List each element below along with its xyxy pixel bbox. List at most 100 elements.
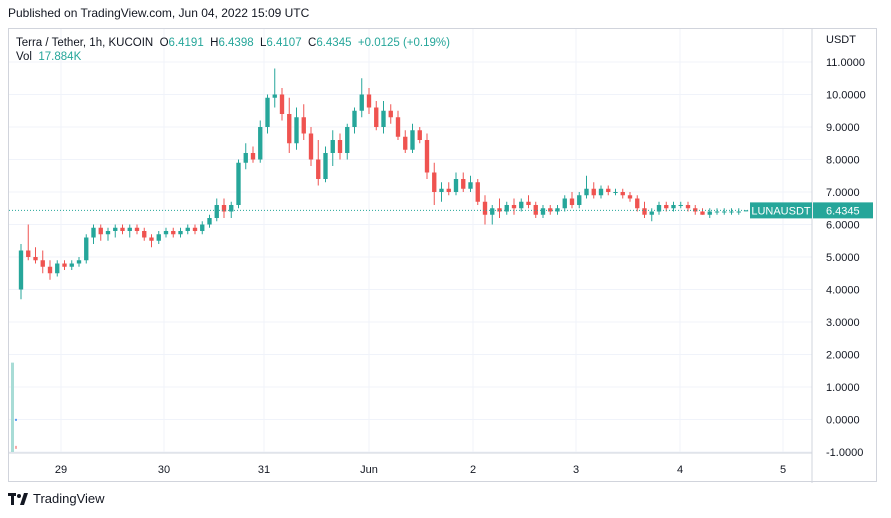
- candle-body: [221, 205, 227, 212]
- candle-body: [91, 227, 96, 238]
- y-tick-label: -1.0000: [826, 447, 863, 459]
- candle-body: [395, 117, 401, 137]
- candle-body: [714, 211, 720, 213]
- candle-body: [453, 179, 459, 192]
- candle-body: [678, 205, 683, 206]
- currency-label: USDT: [826, 34, 856, 46]
- candle-body: [287, 114, 292, 144]
- candle-body: [69, 263, 74, 267]
- x-tick-label: 30: [158, 464, 170, 476]
- legend-symbol[interactable]: Terra / Tether, 1h, KUCOIN: [16, 37, 154, 49]
- candle-body: [490, 208, 495, 215]
- y-tick-label: 6.0000: [826, 220, 860, 232]
- candle-body: [540, 208, 546, 215]
- candle-body: [26, 250, 31, 257]
- y-tick-label: 7.0000: [826, 187, 860, 199]
- candle-body: [635, 198, 640, 209]
- candle-body: [511, 205, 517, 209]
- candle-body: [722, 211, 727, 213]
- brand-name[interactable]: TradingView: [33, 491, 105, 506]
- candle-body: [279, 94, 285, 114]
- candle-body: [417, 130, 422, 140]
- candle-body: [388, 110, 393, 118]
- candle-body: [105, 231, 111, 235]
- chart-legend: Terra / Tether, 1h, KUCOIN O6.4191 H6.43…: [16, 35, 450, 51]
- candle-body: [497, 208, 502, 212]
- x-tick-label: 29: [55, 464, 67, 476]
- candle-body: [729, 211, 734, 213]
- candle-body: [40, 260, 45, 267]
- volume-bar: [15, 418, 17, 421]
- y-tick-label: 4.0000: [826, 285, 860, 297]
- candle-body: [685, 205, 691, 209]
- price-tag: [813, 202, 873, 219]
- candle-body: [76, 260, 82, 264]
- candle-body: [671, 205, 676, 209]
- candle-body: [569, 198, 575, 205]
- candle-body: [374, 107, 379, 127]
- candle-body: [250, 153, 256, 160]
- candle-body: [526, 201, 531, 205]
- candle-body: [156, 234, 161, 241]
- candle-body: [18, 250, 24, 290]
- symbol-tag: [750, 202, 812, 219]
- x-tick-label: 4: [677, 464, 683, 476]
- footer: TradingView: [8, 491, 105, 506]
- candle-body: [265, 97, 270, 127]
- candle-body: [337, 140, 343, 153]
- y-tick-label: 0.0000: [826, 415, 860, 427]
- candle-body: [366, 94, 372, 108]
- candle-body: [403, 136, 408, 150]
- candle-body: [555, 208, 560, 212]
- y-tick-label: 8.0000: [826, 155, 860, 167]
- candle-body: [381, 110, 386, 127]
- candle-body: [163, 231, 169, 235]
- volume-value: 17.884K: [38, 51, 82, 63]
- candle-body: [185, 227, 190, 231]
- chart-area[interactable]: 11.0000 10.0000 9.0000 8.0000 7.0000 6.0000 5.…: [8, 28, 878, 483]
- candle-body: [192, 227, 198, 231]
- candle-body: [55, 263, 60, 274]
- candle-body: [598, 188, 604, 196]
- symbol-tag-label: LUNAUSDT: [751, 205, 811, 217]
- candle-body: [62, 263, 67, 267]
- candle-body: [142, 231, 147, 238]
- y-tick-label: 11.0000: [826, 57, 865, 69]
- candle-body: [548, 208, 553, 212]
- candle-body: [330, 140, 335, 153]
- candle-body: [642, 208, 647, 215]
- x-tick-label: 5: [780, 464, 786, 476]
- candle-body: [301, 117, 306, 134]
- candle-body: [200, 224, 205, 231]
- candle-body: [591, 188, 596, 196]
- candle-body: [424, 140, 430, 173]
- legend-change: +0.0125 (+0.19%): [357, 37, 450, 49]
- candle-body: [584, 188, 589, 196]
- candle-body: [562, 198, 567, 209]
- candle-body: [113, 227, 118, 231]
- candle-body: [707, 211, 712, 215]
- candle-body: [533, 205, 538, 215]
- published-caption: Published on TradingView.com, Jun 04, 20…: [8, 6, 310, 20]
- volume-legend: Vol 17.884K: [16, 51, 81, 63]
- candle-body: [475, 182, 480, 202]
- x-tick-label: 31: [258, 464, 270, 476]
- candle-body: [432, 172, 437, 192]
- legend-close-label: C: [308, 37, 317, 49]
- candle-body: [649, 211, 654, 215]
- candle-body: [171, 231, 176, 235]
- candle-body: [664, 205, 669, 209]
- candle-body: [461, 179, 466, 189]
- candle-body: [84, 237, 89, 261]
- candle-body: [258, 127, 263, 160]
- legend-open: 6.4191: [168, 37, 204, 49]
- candle-body: [468, 182, 473, 189]
- candlestick-chart[interactable]: 11.0000 10.0000 9.0000 8.0000 7.0000 6.0000 5.…: [9, 29, 878, 483]
- tradingview-logo-icon[interactable]: [8, 492, 28, 505]
- y-tick-label: 5.0000: [826, 252, 860, 264]
- candle-body: [316, 159, 321, 179]
- candle-body: [178, 231, 183, 235]
- candle-body: [743, 210, 749, 212]
- y-tick-label: 1.0000: [826, 382, 860, 394]
- candle-body: [294, 117, 299, 144]
